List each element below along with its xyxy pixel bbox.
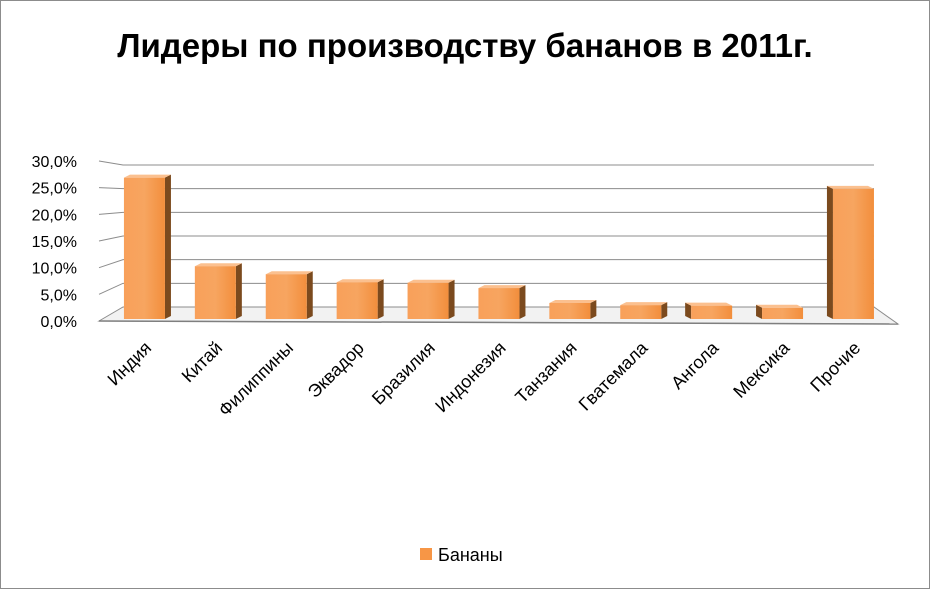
bar-group	[620, 302, 668, 319]
x-tick-label: Прочие	[806, 338, 864, 396]
bar-top	[826, 185, 874, 189]
bar-side	[661, 302, 668, 319]
gridline	[98, 187, 874, 190]
y-tick-label: 20,0%	[32, 207, 77, 224]
x-tick-label: Индия	[104, 338, 156, 390]
bar-group	[549, 300, 597, 319]
bar	[762, 307, 804, 319]
x-tick-label: Гватемала	[575, 337, 653, 415]
bar-side	[377, 279, 384, 319]
y-tick-label: 30,0%	[32, 154, 77, 171]
bar-top	[123, 174, 171, 178]
bar	[336, 282, 378, 319]
bar	[620, 305, 662, 319]
bar	[123, 177, 165, 319]
bar-side	[826, 185, 833, 319]
bar-group	[336, 279, 384, 319]
legend-swatch	[420, 548, 432, 560]
legend: Бананы	[420, 545, 503, 565]
bar-top	[265, 271, 313, 275]
bar-top	[549, 300, 597, 303]
x-tick-label: Мексика	[729, 337, 794, 402]
bar	[194, 266, 236, 319]
bar-side	[590, 300, 597, 319]
gridline	[98, 282, 874, 295]
x-tick-label: Танзания	[511, 338, 580, 407]
x-tick-label: Китай	[178, 338, 227, 387]
gridline	[98, 235, 874, 242]
bar-side	[235, 263, 242, 319]
y-tick-label: 5,0%	[41, 287, 77, 304]
bar-side	[685, 302, 692, 319]
bar-side	[519, 285, 526, 319]
bar-top	[194, 263, 242, 267]
bar-group	[123, 174, 171, 319]
y-tick-label: 0,0%	[41, 314, 77, 331]
x-tick-label: Бразилия	[368, 338, 439, 409]
bar-group	[826, 185, 874, 319]
chart-title: Лидеры по производству бананов в 2011г.	[117, 27, 812, 64]
bar-top	[620, 302, 668, 306]
y-axis: 0,0% 5,0% 10,0% 15,0% 20,0% 25,0% 30,0%	[32, 154, 77, 331]
gridline	[98, 211, 874, 215]
bar-side	[756, 304, 763, 319]
y-tick-label: 10,0%	[32, 261, 77, 278]
bar-top	[685, 302, 733, 306]
gridlines	[98, 160, 874, 295]
bar-series	[123, 174, 874, 319]
legend-label: Бананы	[438, 545, 503, 565]
x-tick-label: Ангола	[667, 337, 723, 393]
bar-side	[448, 279, 455, 319]
y-tick-label: 15,0%	[32, 234, 77, 251]
bar	[478, 288, 520, 319]
bar-side	[164, 174, 171, 319]
y-tick-label: 25,0%	[32, 181, 77, 198]
x-tick-label: Филиппины	[215, 338, 298, 421]
gridline	[98, 259, 874, 269]
bar-group	[265, 271, 313, 319]
bar-top	[756, 304, 804, 308]
bar-top	[336, 279, 384, 283]
bar-side	[306, 271, 313, 319]
bar	[265, 274, 307, 319]
bar-group	[478, 285, 526, 319]
bar-group	[685, 302, 733, 319]
x-tick-label: Индонезия	[431, 338, 509, 416]
bar	[407, 282, 449, 319]
bar	[691, 305, 733, 319]
bar	[832, 188, 874, 319]
bar-group	[194, 263, 242, 319]
gridline	[98, 160, 874, 166]
bar-group	[756, 304, 804, 319]
bar-top	[407, 279, 455, 283]
bar-group	[407, 279, 455, 319]
bar	[549, 303, 591, 319]
bar-top	[478, 285, 526, 289]
x-axis-line	[98, 320, 899, 325]
x-tick-label: Эквадор	[304, 338, 368, 402]
